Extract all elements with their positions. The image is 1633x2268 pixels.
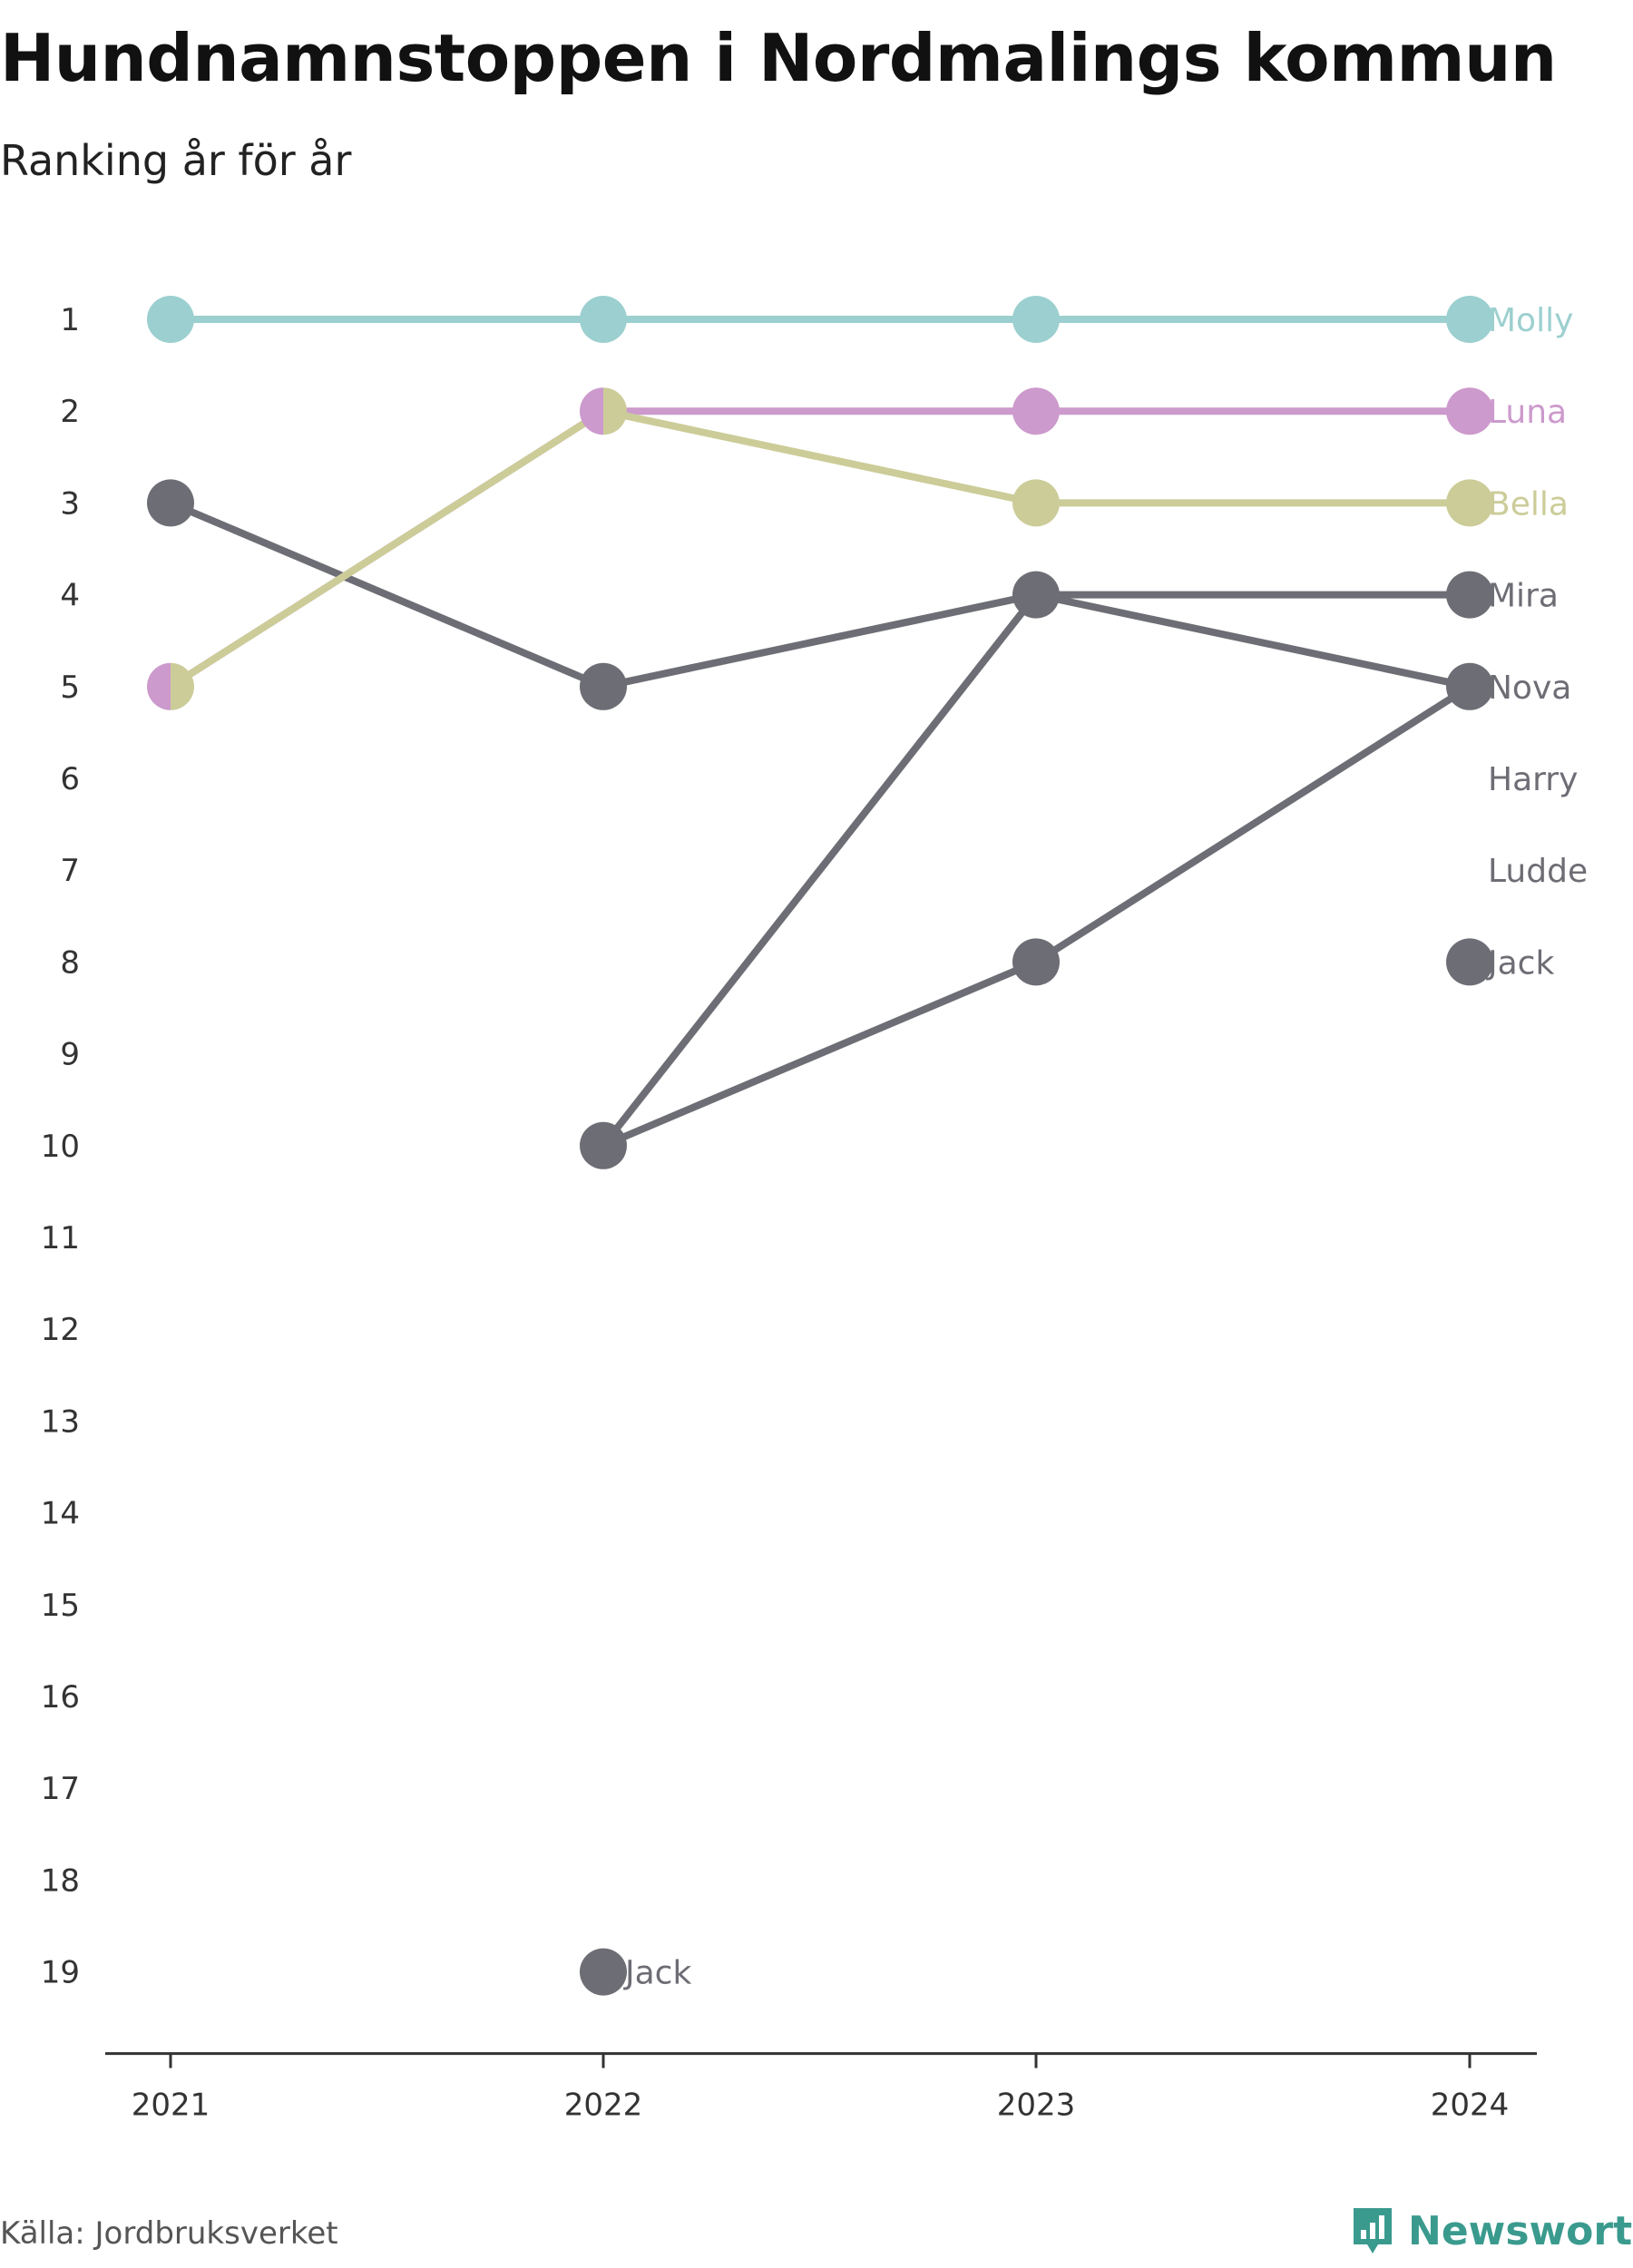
point-harry-2023 xyxy=(1012,938,1060,986)
point-luna-2024 xyxy=(1446,387,1493,435)
line-nova-2023-2024 xyxy=(1032,591,1473,690)
y-tick-15: 15 xyxy=(41,1588,80,1624)
x-tick-2022: 2022 xyxy=(564,2087,643,2124)
point-luna-2023 xyxy=(1012,387,1060,435)
y-tick-16: 16 xyxy=(41,1679,80,1716)
y-tick-14: 14 xyxy=(41,1496,80,1532)
point-luna-2022 xyxy=(580,387,627,435)
point-molly-2022 xyxy=(580,296,627,343)
x-tick-2021: 2021 xyxy=(132,2087,210,2124)
y-tick-12: 12 xyxy=(41,1312,80,1348)
y-tick-13: 13 xyxy=(41,1403,80,1440)
point-nova-2021 xyxy=(147,479,194,527)
brand: Newsworthy xyxy=(1350,2204,1633,2257)
y-tick-3: 3 xyxy=(60,485,80,522)
end-label-luna: Luna xyxy=(1488,394,1567,431)
y-tick-1: 1 xyxy=(60,302,80,338)
y-tick-5: 5 xyxy=(60,670,80,706)
point-label-jack-2022: Jack xyxy=(623,1955,691,1992)
line-nova-2021-2022 xyxy=(167,499,607,690)
y-tick-7: 7 xyxy=(60,853,80,889)
brand-name: Newsworthy xyxy=(1408,2207,1633,2254)
y-tick-2: 2 xyxy=(60,394,80,430)
y-tick-11: 11 xyxy=(41,1220,80,1256)
point-nova-2022 xyxy=(580,662,627,710)
y-tick-17: 17 xyxy=(41,1771,80,1807)
y-tick-6: 6 xyxy=(60,761,80,797)
line-bella-2021-2022 xyxy=(167,407,607,690)
line-mira-2022-2023 xyxy=(600,591,1040,1149)
y-tick-9: 9 xyxy=(60,1037,80,1073)
line-nova-2022-2023 xyxy=(600,591,1040,690)
label-layer: Molly Luna Bella Mira Nova Harry Ludde Jack Jack xyxy=(623,302,1588,1992)
series-layer xyxy=(147,296,1493,1996)
point-nova-2024 xyxy=(1446,662,1493,710)
newsworthy-logo-icon xyxy=(1354,2208,1392,2253)
point-molly-2021 xyxy=(147,296,194,343)
y-tick-4: 4 xyxy=(60,578,80,614)
y-tick-10: 10 xyxy=(41,1129,80,1165)
point-mira-2024 xyxy=(1446,571,1493,619)
point-luna-2021 xyxy=(147,662,195,710)
end-label-mira: Mira xyxy=(1488,578,1559,615)
end-label-nova: Nova xyxy=(1488,670,1571,707)
point-mira-2023 xyxy=(1012,571,1060,619)
point-bella-2023 xyxy=(1012,479,1060,527)
end-label-ludde: Ludde xyxy=(1488,853,1588,890)
line-bella-2022-2023 xyxy=(600,407,1040,507)
end-label-jack: Jack xyxy=(1486,944,1554,982)
line-harry-2023-2024 xyxy=(1032,682,1473,966)
chart-subtitle: Ranking år för år xyxy=(0,136,352,185)
y-tick-18: 18 xyxy=(41,1862,80,1899)
y-tick-19: 19 xyxy=(41,1955,80,1991)
chart-title: Hundnamnstoppen i Nordmalings kommun xyxy=(0,20,1557,96)
point-molly-2023 xyxy=(1012,296,1060,343)
point-jack-2024 xyxy=(1446,938,1493,986)
point-bella-2024 xyxy=(1446,479,1493,527)
line-harry-2022-2023 xyxy=(600,958,1040,1149)
end-label-harry: Harry xyxy=(1488,761,1578,798)
point-jack-2022 xyxy=(580,1948,627,1996)
end-label-bella: Bella xyxy=(1488,485,1569,523)
point-mira-2022 xyxy=(580,1121,627,1169)
x-tick-2023: 2023 xyxy=(997,2087,1076,2124)
y-tick-8: 8 xyxy=(60,944,80,981)
end-label-molly: Molly xyxy=(1488,302,1573,339)
source-note: Källa: Jordbruksverket xyxy=(0,2215,338,2252)
point-molly-2024 xyxy=(1446,296,1493,343)
x-tick-2024: 2024 xyxy=(1431,2087,1510,2124)
